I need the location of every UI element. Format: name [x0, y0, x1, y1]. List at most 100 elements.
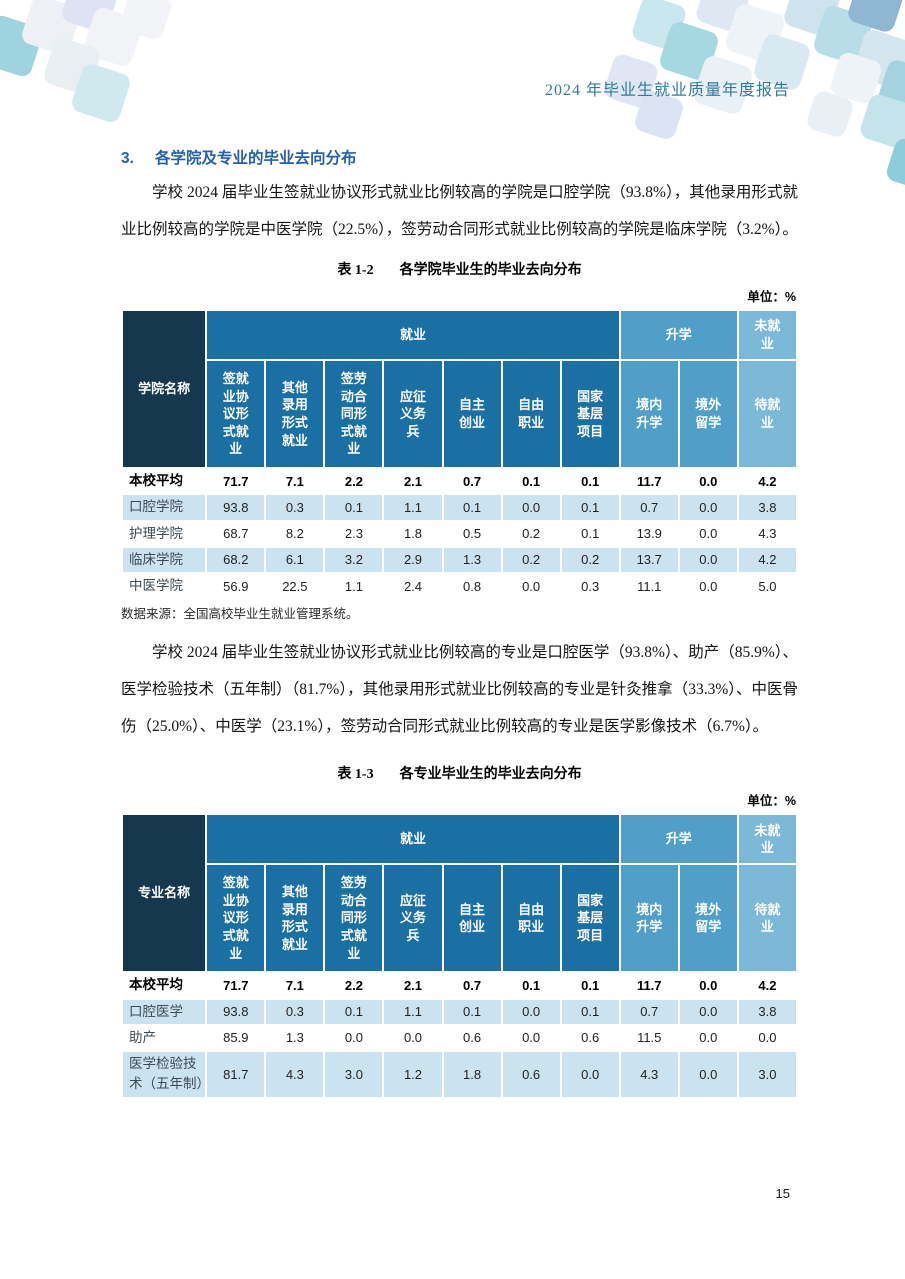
- cell-value: 0.3: [266, 999, 324, 1024]
- cell-value: 81.7: [207, 1052, 265, 1097]
- cell-value: 93.8: [207, 999, 265, 1024]
- cell-value: 2.2: [325, 973, 383, 998]
- cell-value: 0.0: [502, 574, 560, 599]
- cell-value: 2.2: [325, 469, 383, 494]
- sub-column-header: 待就业: [738, 361, 796, 467]
- sub-column-header: 签劳动合同形式就业: [325, 865, 383, 972]
- cell-value: 11.7: [620, 973, 678, 998]
- cell-value: 0.0: [679, 521, 737, 546]
- table-caption-title: 各学院毕业生的毕业去向分布: [399, 263, 582, 278]
- cell-value: 68.2: [207, 547, 265, 572]
- cell-value: 22.5: [266, 574, 324, 599]
- group-header-unemployed: 未就业: [738, 311, 796, 359]
- group-header-unemployed: 未就业: [738, 815, 796, 864]
- cell-value: 1.1: [384, 999, 442, 1024]
- row-label: 助产: [123, 1025, 206, 1050]
- cell-value: 0.3: [561, 574, 619, 599]
- cell-value: 0.0: [561, 1052, 619, 1097]
- cell-value: 11.7: [620, 469, 678, 494]
- section-number: 3.: [121, 150, 134, 167]
- cell-value: 71.7: [207, 469, 265, 494]
- cell-value: 3.8: [738, 495, 796, 520]
- cell-value: 0.0: [325, 1025, 383, 1050]
- cell-value: 0.1: [561, 495, 619, 520]
- cell-value: 4.3: [620, 1052, 678, 1097]
- sub-column-header: 境外留学: [679, 361, 737, 467]
- cell-value: 0.2: [502, 521, 560, 546]
- sub-column-header: 应征义务兵: [384, 361, 442, 467]
- cell-value: 0.8: [443, 574, 501, 599]
- section-title: 各学院及专业的毕业去向分布: [155, 150, 357, 167]
- table-row: 中医学院 56.9 22.5 1.1 2.4 0.8 0.0 0.3 11.1 0.0 5.0: [123, 574, 796, 599]
- row-label: 护理学院: [123, 521, 206, 546]
- cell-value: 0.1: [325, 999, 383, 1024]
- cell-value: 1.8: [384, 521, 442, 546]
- cell-value: 5.0: [738, 574, 796, 599]
- cell-value: 0.0: [679, 547, 737, 572]
- cell-value: 0.0: [679, 1025, 737, 1050]
- cell-value: 2.4: [384, 574, 442, 599]
- cell-value: 0.2: [502, 547, 560, 572]
- cell-value: 4.2: [738, 973, 796, 998]
- table-row: 护理学院 68.7 8.2 2.3 1.8 0.5 0.2 0.1 13.9 0.0 4.3: [123, 521, 796, 546]
- sub-column-header: 应征义务兵: [384, 865, 442, 972]
- cell-value: 11.5: [620, 1025, 678, 1050]
- cell-value: 0.1: [561, 973, 619, 998]
- row-label: 口腔学院: [123, 495, 206, 520]
- cell-value: 2.9: [384, 547, 442, 572]
- sub-column-header: 签就业协议形式就业: [207, 361, 265, 467]
- cell-value: 0.0: [679, 469, 737, 494]
- cell-value: 0.7: [443, 973, 501, 998]
- table-caption-label: 表 1-2: [337, 263, 374, 278]
- table-row: 临床学院 68.2 6.1 3.2 2.9 1.3 0.2 0.2 13.7 0.0 4.2: [123, 547, 796, 572]
- cell-value: 0.7: [620, 495, 678, 520]
- cell-value: 11.1: [620, 574, 678, 599]
- cell-value: 4.2: [738, 547, 796, 572]
- unit-label: 单位：%: [747, 290, 796, 304]
- cell-value: 3.0: [738, 1052, 796, 1097]
- page-content: 3. 各学院及专业的毕业去向分布 学校 2024 届毕业生签就业协议形式就业比例较…: [121, 146, 798, 1099]
- table-row: 口腔医学 93.8 0.3 0.1 1.1 0.1 0.0 0.1 0.7 0.0 3.8: [123, 999, 796, 1024]
- cell-value: 0.5: [443, 521, 501, 546]
- name-column-header: 专业名称: [123, 815, 206, 972]
- cell-value: 1.8: [443, 1052, 501, 1097]
- page-number: 15: [775, 1186, 790, 1201]
- table-row: 医学检验技术（五年制） 81.7 4.3 3.0 1.2 1.8 0.6 0.0 4.3 0.0 3…: [123, 1052, 796, 1097]
- cell-value: 2.1: [384, 973, 442, 998]
- cell-value: 0.6: [502, 1052, 560, 1097]
- sub-column-header: 签劳动合同形式就业: [325, 361, 383, 467]
- group-header-employment: 就业: [207, 311, 619, 359]
- cell-value: 4.3: [738, 521, 796, 546]
- cell-value: 0.0: [502, 495, 560, 520]
- cell-value: 0.1: [561, 469, 619, 494]
- cell-value: 0.3: [266, 495, 324, 520]
- sub-column-header: 其他录用形式就业: [266, 361, 324, 467]
- cell-value: 4.3: [266, 1052, 324, 1097]
- table-1-2-caption: 表 1-2 各学院毕业生的毕业去向分布: [121, 259, 798, 279]
- cell-value: 2.1: [384, 469, 442, 494]
- table-row: 助产 85.9 1.3 0.0 0.0 0.6 0.0 0.6 11.5 0.0 0.0: [123, 1025, 796, 1050]
- row-label: 医学检验技术（五年制）: [123, 1052, 210, 1097]
- cell-value: 93.8: [207, 495, 265, 520]
- cell-value: 0.1: [561, 999, 619, 1024]
- cell-value: 0.6: [443, 1025, 501, 1050]
- sub-column-header: 其他录用形式就业: [266, 865, 324, 972]
- section-heading: 3. 各学院及专业的毕业去向分布: [121, 146, 798, 168]
- cell-value: 8.2: [266, 521, 324, 546]
- sub-column-header: 自主创业: [443, 865, 501, 972]
- cell-value: 0.2: [561, 547, 619, 572]
- cell-value: 6.1: [266, 547, 324, 572]
- table-caption-label: 表 1-3: [337, 767, 374, 783]
- cell-value: 0.1: [443, 999, 501, 1024]
- sub-column-header: 境内升学: [620, 361, 678, 467]
- cell-value: 71.7: [207, 973, 265, 998]
- sub-column-header: 签就业协议形式就业: [207, 865, 265, 972]
- table-row: 本校平均 71.7 7.1 2.2 2.1 0.7 0.1 0.1 11.7 0.0 4.2: [123, 469, 796, 494]
- cell-value: 0.0: [679, 574, 737, 599]
- cell-value: 0.1: [561, 521, 619, 546]
- cell-value: 0.0: [679, 495, 737, 520]
- cell-value: 0.0: [502, 999, 560, 1024]
- table-row: 本校平均 71.7 7.1 2.2 2.1 0.7 0.1 0.1 11.7 0.0 4.2: [123, 973, 796, 998]
- cell-value: 0.1: [443, 495, 501, 520]
- table-row: 口腔学院 93.8 0.3 0.1 1.1 0.1 0.0 0.1 0.7 0.0 3.8: [123, 495, 796, 520]
